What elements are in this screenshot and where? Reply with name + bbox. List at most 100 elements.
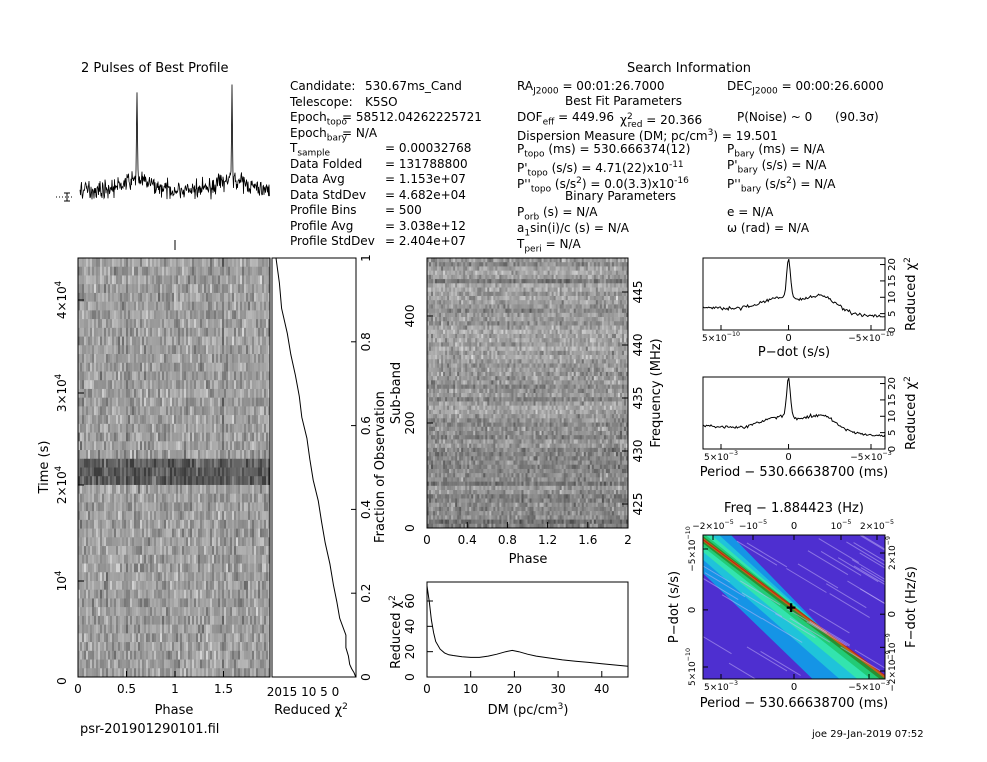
y-tick-label: 104 <box>53 571 69 592</box>
heatmap-cell <box>192 572 195 582</box>
heatmap-cell <box>86 572 89 582</box>
heatmap-cell <box>260 572 263 582</box>
heatmap-cell <box>148 380 151 390</box>
heatmap-cell <box>128 441 131 451</box>
heatmap-cell <box>206 310 209 320</box>
heatmap-cell <box>501 262 504 267</box>
heatmap-cell <box>222 467 225 477</box>
y-tick-label: 0.4 <box>359 500 373 519</box>
heatmap-cell <box>146 546 149 556</box>
heatmap-cell <box>84 502 87 512</box>
heatmap-cell <box>102 397 105 407</box>
heatmap-cell <box>86 624 89 634</box>
heatmap-cell <box>222 371 225 381</box>
heatmap-cell <box>228 598 231 608</box>
heatmap-cell <box>146 450 149 460</box>
heatmap-cell <box>258 345 261 355</box>
heatmap-cell <box>208 292 211 302</box>
heatmap-cell <box>192 537 195 547</box>
heatmap-cell <box>525 266 528 271</box>
heatmap-cell <box>256 345 259 355</box>
pdot-bary-field: P'bary (s/s) = N/A <box>727 158 827 176</box>
heatmap-cell <box>433 262 436 267</box>
heatmap-cell <box>120 423 123 433</box>
heatmap-cell <box>563 262 566 267</box>
heatmap-cell <box>503 266 506 271</box>
heatmap-cell <box>96 310 99 320</box>
heatmap-cell <box>182 607 185 617</box>
heatmap-cell <box>178 624 181 634</box>
heatmap-cell <box>250 511 253 521</box>
heatmap-cell <box>208 537 211 547</box>
heatmap-cell <box>218 572 221 582</box>
heatmap-cell <box>180 292 183 302</box>
heatmap-cell <box>94 284 97 294</box>
heatmap-cell <box>136 668 139 678</box>
heatmap-cell <box>114 615 117 625</box>
heatmap-cell <box>539 266 542 271</box>
heatmap-cell <box>150 598 153 608</box>
heatmap-cell <box>214 633 217 643</box>
heatmap-cell <box>152 458 155 468</box>
heatmap-cell <box>106 484 109 494</box>
heatmap-cell <box>244 458 247 468</box>
heatmap-cell <box>264 380 267 390</box>
heatmap-cell <box>196 502 199 512</box>
heatmap-cell <box>232 423 235 433</box>
heatmap-cell <box>230 572 233 582</box>
heatmap-cell <box>204 580 207 591</box>
heatmap-cell <box>88 633 91 643</box>
heatmap-cell <box>154 362 157 372</box>
heatmap-cell <box>150 388 153 398</box>
heatmap-cell <box>118 292 121 302</box>
heatmap-cell <box>224 397 227 407</box>
heatmap-cell <box>220 406 223 416</box>
heatmap-cell <box>80 327 83 337</box>
heatmap-cell <box>246 319 249 329</box>
heatmap-cell <box>160 589 163 599</box>
heatmap-cell <box>104 319 107 329</box>
heatmap-cell <box>132 258 135 268</box>
heatmap-cell <box>176 441 179 451</box>
heatmap-cell <box>214 554 217 564</box>
heatmap-cell <box>78 537 81 547</box>
heatmap-cell <box>216 397 219 407</box>
heatmap-cell <box>264 607 267 617</box>
heatmap-cell <box>206 537 209 547</box>
heatmap-cell <box>124 528 127 538</box>
heatmap-cell <box>100 423 103 433</box>
heatmap-cell <box>152 266 155 276</box>
heatmap-cell <box>224 563 227 573</box>
heatmap-cell <box>234 589 237 599</box>
heatmap-cell <box>190 275 193 285</box>
heatmap-cell <box>166 284 169 294</box>
heatmap-cell <box>176 423 179 433</box>
heatmap-cell <box>224 598 227 608</box>
heatmap-cell <box>184 432 187 442</box>
heatmap-cell <box>220 371 223 381</box>
heatmap-cell <box>84 563 87 573</box>
heatmap-cell <box>238 310 241 320</box>
heatmap-cell <box>236 528 239 538</box>
heatmap-cell <box>250 502 253 512</box>
heatmap-cell <box>190 327 193 337</box>
heatmap-cell <box>250 519 253 529</box>
heatmap-cell <box>78 642 81 652</box>
heatmap-cell <box>262 458 265 468</box>
heatmap-cell <box>252 441 255 451</box>
heatmap-cell <box>116 633 119 643</box>
heatmap-cell <box>156 502 159 512</box>
heatmap-cell <box>154 380 157 390</box>
heatmap-cell <box>206 292 209 302</box>
heatmap-cell <box>166 580 169 591</box>
heatmap-cell <box>168 528 171 538</box>
heatmap-cell <box>226 458 229 468</box>
heatmap-cell <box>124 397 127 407</box>
heatmap-cell <box>124 415 127 425</box>
heatmap-cell <box>148 292 151 302</box>
heatmap-cell <box>230 511 233 521</box>
heatmap-cell <box>200 415 203 425</box>
heatmap-cell <box>254 423 257 433</box>
heatmap-cell <box>128 310 131 320</box>
heatmap-cell <box>150 397 153 407</box>
